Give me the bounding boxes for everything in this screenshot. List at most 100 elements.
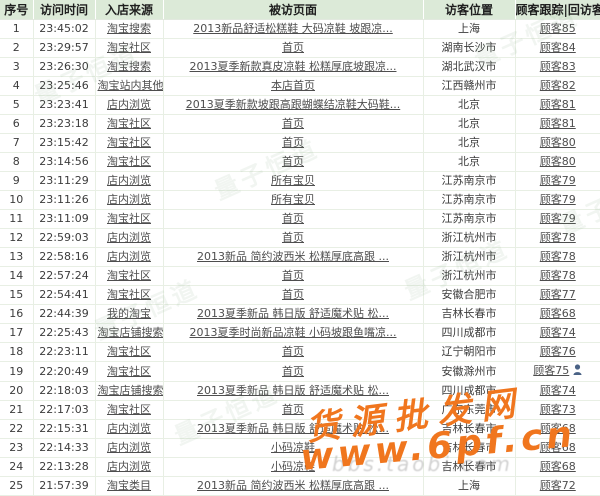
cell-page: 2013新品 简约波西米 松糕厚底高跟 ... [162,247,424,267]
source-link[interactable]: 淘宝社区 [107,364,151,378]
source-link[interactable]: 店内浏览 [107,441,151,454]
table-row: 1 23:45:02 淘宝搜索 2013新品舒适松糕鞋 大码凉鞋 坡跟凉... 上海 顾客… [0,19,600,39]
page-link[interactable]: 2013新品舒适松糕鞋 大码凉鞋 坡跟凉... [193,22,393,35]
cell-location: 四川成都市 [422,381,516,401]
source-link[interactable]: 淘宝社区 [107,345,151,358]
cell-index: 9 [0,171,34,191]
customer-link[interactable]: 顾客68 [539,307,576,320]
cell-location: 安徽滁州市 [422,361,516,382]
customer-link[interactable]: 顾客84 [539,41,576,54]
source-link[interactable]: 淘宝社区 [107,403,151,416]
source-link[interactable]: 淘宝社区 [107,212,151,225]
cell-page: 2013夏季新款真皮凉鞋 松糕厚底坡跟凉... [162,57,424,77]
customer-link[interactable]: 顾客68 [539,460,576,473]
cell-location: 北京 [422,95,516,115]
cell-source: 淘宝类目 [94,476,164,496]
customer-link[interactable]: 顾客78 [539,231,576,244]
customer-link[interactable]: 顾客78 [539,250,576,263]
source-link[interactable]: 店内浏览 [107,98,151,111]
col-header-customer: 顾客跟踪|回访客 [515,0,600,20]
cell-customer: 顾客76 [514,342,600,362]
page-link[interactable]: 首页 [282,345,304,358]
source-link[interactable]: 淘宝社区 [107,136,151,149]
source-link[interactable]: 店内浏览 [107,174,151,187]
source-link[interactable]: 淘宝社区 [107,41,151,54]
customer-link[interactable]: 顾客79 [539,193,576,206]
customer-link[interactable]: 顾客74 [539,384,576,397]
cell-time: 23:23:41 [32,95,96,115]
cell-time: 22:14:33 [32,438,96,458]
page-link[interactable]: 首页 [282,231,304,244]
page-link[interactable]: 2013夏季时尚新品凉鞋 小码坡跟鱼嘴凉... [189,326,397,339]
page-link[interactable]: 2013夏季新品 韩日版 舒适魔术贴 松... [197,422,389,435]
cell-time: 23:15:42 [32,133,96,153]
customer-link[interactable]: 顾客85 [539,22,576,35]
page-link[interactable]: 小码凉鞋 [271,441,315,454]
page-link[interactable]: 首页 [282,403,304,416]
customer-link[interactable]: 顾客77 [539,288,576,301]
customer-link[interactable]: 顾客74 [539,326,576,339]
source-link[interactable]: 店内浏览 [107,231,151,244]
page-link[interactable]: 2013新品 简约波西米 松糕厚底高跟 ... [197,250,389,263]
source-link[interactable]: 淘宝类目 [107,479,151,492]
customer-link[interactable]: 顾客72 [539,479,576,492]
customer-link[interactable]: 顾客79 [539,212,576,225]
page-link[interactable]: 首页 [282,41,304,54]
customer-link[interactable]: 顾客83 [539,60,576,73]
cell-index: 15 [0,285,34,305]
customer-link[interactable]: 顾客80 [539,155,576,168]
cell-location: 江西赣州市 [422,76,516,96]
source-link[interactable]: 淘宝社区 [107,155,151,168]
source-link[interactable]: 店内浏览 [107,250,151,263]
source-link[interactable]: 我的淘宝 [107,307,151,320]
page-link[interactable]: 所有宝贝 [271,174,315,187]
page-link[interactable]: 所有宝贝 [271,193,315,206]
source-link[interactable]: 淘宝搜索 [107,60,151,73]
page-link[interactable]: 2013新品 简约波西米 松糕厚底高跟 ... [197,479,389,492]
page-link[interactable]: 2013夏季新品 韩日版 舒适魔术贴 松... [197,307,389,320]
cell-customer: 顾客78 [514,228,600,248]
customer-link[interactable]: 顾客81 [539,98,576,111]
cell-location: 吉林长春市 [422,438,516,458]
source-link[interactable]: 淘宝社区 [107,117,151,130]
page-link[interactable]: 2013夏季新款坡跟高跟蝴蝶结凉鞋大码鞋... [185,98,401,111]
page-link[interactable]: 2013夏季新款真皮凉鞋 松糕厚底坡跟凉... [189,60,397,73]
source-link[interactable]: 淘宝社区 [107,269,151,282]
source-link[interactable]: 淘宝搜索 [107,22,151,35]
source-link[interactable]: 店内浏览 [107,193,151,206]
customer-link[interactable]: 顾客80 [539,136,576,149]
page-link[interactable]: 本店首页 [271,79,315,92]
customer-link[interactable]: 顾客75 [533,364,570,377]
cell-time: 21:57:39 [32,476,96,496]
source-link[interactable]: 淘宝社区 [107,288,151,301]
cell-page: 所有宝贝 [162,190,424,210]
customer-link[interactable]: 顾客68 [539,422,576,435]
customer-link[interactable]: 顾客76 [539,345,576,358]
cell-page: 首页 [162,38,424,58]
cell-source: 店内浏览 [94,190,164,210]
page-link[interactable]: 首页 [282,117,304,130]
customer-link[interactable]: 顾客68 [539,441,576,454]
page-link[interactable]: 首页 [282,364,304,378]
cell-source: 淘宝社区 [94,38,164,58]
source-link[interactable]: 店内浏览 [107,460,151,473]
source-link[interactable]: 淘宝店铺搜索 [97,326,163,339]
table-row: 21 22:17:03 淘宝社区 首页 广东东莞市 顾客73 [0,400,600,420]
customer-link[interactable]: 顾客73 [539,403,576,416]
source-link[interactable]: 店内浏览 [107,422,151,435]
page-link[interactable]: 小码凉鞋 [271,460,315,473]
source-link[interactable]: 淘宝店铺搜索 [97,384,163,397]
source-link[interactable]: 淘宝站内其他 [97,79,163,92]
cell-time: 23:29:57 [32,38,96,58]
customer-link[interactable]: 顾客81 [539,117,576,130]
customer-link[interactable]: 顾客79 [539,174,576,187]
customer-link[interactable]: 顾客82 [539,79,576,92]
page-link[interactable]: 首页 [282,288,304,301]
page-link[interactable]: 首页 [282,136,304,149]
page-link[interactable]: 首页 [282,155,304,168]
cell-time: 22:18:03 [32,381,96,401]
customer-link[interactable]: 顾客78 [539,269,576,282]
page-link[interactable]: 首页 [282,269,304,282]
page-link[interactable]: 首页 [282,212,304,225]
page-link[interactable]: 2013夏季新品 韩日版 舒适魔术贴 松... [197,384,389,397]
